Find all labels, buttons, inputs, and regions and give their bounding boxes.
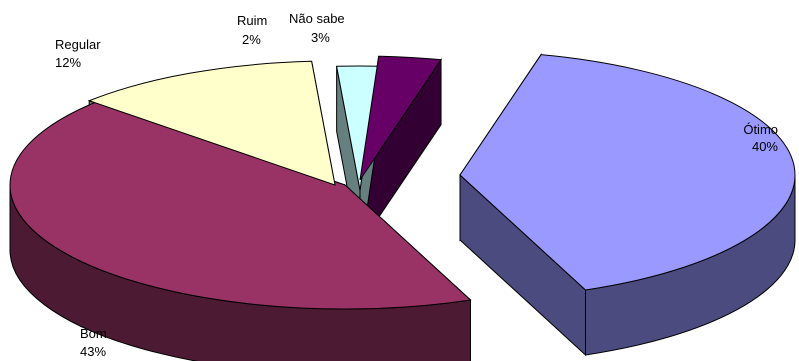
label-otimo-name: Ótimo [743,122,778,137]
label-ruim-name: Ruim [237,13,267,28]
label-ruim-value: 2% [242,32,261,47]
pie-slices [9,53,796,361]
label-regular-name: Regular [55,37,101,52]
slice-otimo [459,54,796,291]
label-bom-value: 43% [80,344,106,359]
label-otimo-value: 40% [752,139,778,154]
label-nao-sabe-value: 3% [311,30,330,45]
slice-bom [9,100,472,310]
label-bom-name: Bom [80,326,107,341]
label-regular-value: 12% [55,55,81,70]
label-nao-sabe-name: Não sabe [289,11,345,26]
slice-regular [87,60,336,186]
slice-nao-sabe [359,55,442,181]
